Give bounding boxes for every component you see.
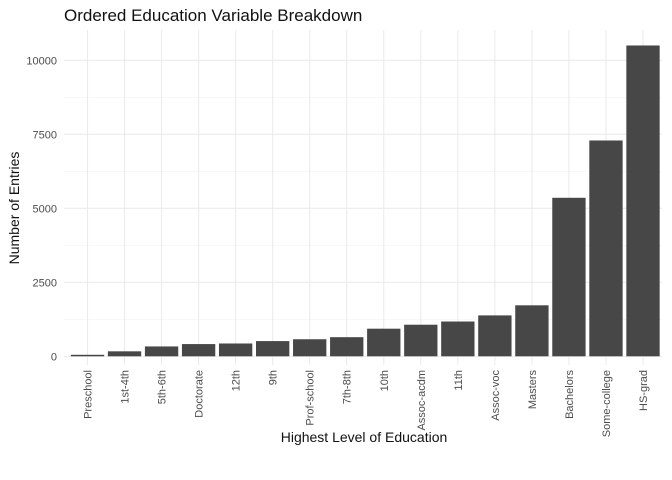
x-tick-label: Preschool [83,370,95,419]
bar-bachelors [552,197,586,357]
x-tick-label: 10th [379,370,391,391]
x-axis-ticks: Preschool 1st-4th 5th-6th Doctorate 12th 9th P… [83,370,651,438]
x-tick-label: 1st-4th [120,370,132,404]
bar-11th [441,321,475,357]
bar-some-college [589,140,623,357]
x-tick-label: Assoc-acdm [416,370,428,431]
y-tick-label: 10000 [26,55,57,67]
bar-doctorate [181,344,216,357]
bar-12th [218,343,253,357]
x-tick-label: 7th-8th [342,370,354,404]
bar-1st-4th [107,351,142,357]
y-tick-label: 5000 [33,203,57,215]
x-tick-label: Bachelors [564,370,576,419]
y-axis-title: Number of Entries [6,152,22,265]
bar-assoc-voc [478,315,512,357]
x-tick-label: Masters [527,370,539,410]
y-tick-label: 7500 [33,129,57,141]
y-axis-ticks: 0 2500 5000 7500 10000 [26,55,57,363]
bar-assoc-acdm [404,324,438,357]
bar-masters [515,305,549,357]
y-tick-label: 2500 [33,277,57,289]
bars [70,45,660,357]
x-tick-label: 9th [268,370,280,385]
x-axis-title: Highest Level of Education [281,429,448,445]
x-tick-label: 11th [453,370,465,391]
y-tick-label: 0 [51,351,57,363]
x-tick-label: Some-college [601,370,613,437]
bar-9th [256,341,290,357]
x-tick-label: 12th [231,370,243,391]
bar-preschool [70,354,105,357]
x-tick-label: HS-grad [638,370,650,411]
bar-7th-8th [330,337,364,357]
x-tick-label: Assoc-voc [490,370,502,421]
bar-5th-6th [144,346,179,357]
bar-hs-grad [626,45,660,357]
bar-prof-school [293,339,327,357]
bar-10th [367,328,401,357]
x-tick-label: Prof-school [305,370,317,426]
chart-title: Ordered Education Variable Breakdown [64,6,362,25]
x-tick-label: 5th-6th [157,370,169,404]
x-tick-label: Doctorate [194,370,206,418]
